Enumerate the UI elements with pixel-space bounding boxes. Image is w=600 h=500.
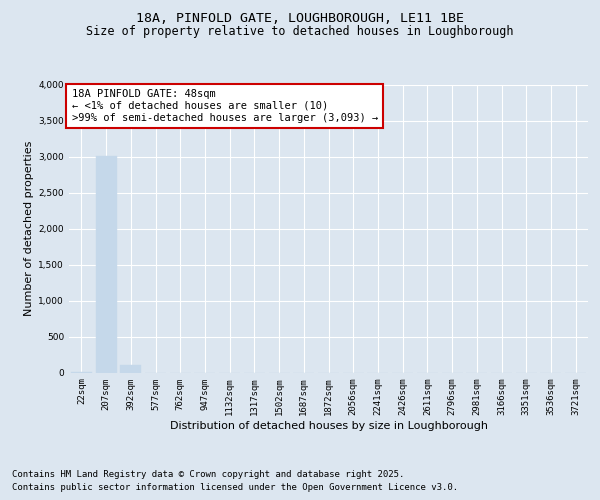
Text: 18A, PINFOLD GATE, LOUGHBOROUGH, LE11 1BE: 18A, PINFOLD GATE, LOUGHBOROUGH, LE11 1B…	[136, 12, 464, 26]
Text: Size of property relative to detached houses in Loughborough: Size of property relative to detached ho…	[86, 25, 514, 38]
Text: Contains HM Land Registry data © Crown copyright and database right 2025.: Contains HM Land Registry data © Crown c…	[12, 470, 404, 479]
Bar	[120, 365, 141, 372]
Text: 18A PINFOLD GATE: 48sqm
← <1% of detached houses are smaller (10)
>99% of semi-d: 18A PINFOLD GATE: 48sqm ← <1% of detache…	[71, 90, 378, 122]
Text: Contains public sector information licensed under the Open Government Licence v3: Contains public sector information licen…	[12, 482, 458, 492]
X-axis label: Distribution of detached houses by size in Loughborough: Distribution of detached houses by size …	[170, 420, 487, 430]
Y-axis label: Number of detached properties: Number of detached properties	[24, 141, 34, 316]
Bar	[95, 156, 116, 372]
